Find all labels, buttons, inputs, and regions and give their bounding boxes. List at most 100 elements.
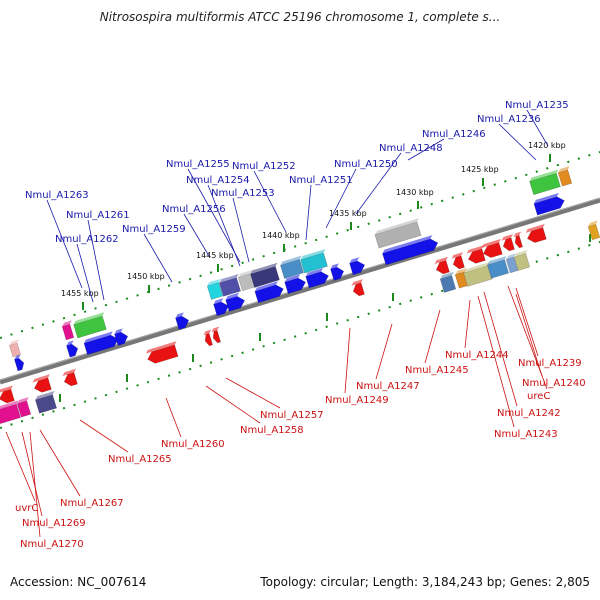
- gene-glyph: [486, 255, 510, 279]
- reverse-leader-line: [464, 299, 471, 349]
- forward-gene-label[interactable]: Nmul_A1263: [25, 190, 89, 201]
- gene-glyph: [211, 326, 221, 344]
- chromosome-backbone: [0, 197, 600, 385]
- forward-gene-label[interactable]: Nmul_A1262: [55, 234, 119, 245]
- reverse-leader-line: [165, 397, 182, 438]
- gene-glyph: [374, 218, 422, 249]
- gene-glyph: [349, 257, 366, 276]
- gene-glyph: [62, 368, 78, 387]
- gene-glyph: [533, 192, 565, 216]
- gene-glyph: [557, 166, 573, 187]
- forward-leader-line: [325, 168, 357, 229]
- forward-gene-label[interactable]: Nmul_A1254: [186, 175, 250, 186]
- reverse-gene-label[interactable]: Nmul_A1258: [240, 425, 304, 436]
- gene-glyph: [300, 249, 328, 274]
- forward-leader-line: [187, 168, 241, 263]
- reverse-leader-line: [79, 419, 129, 453]
- gene-glyph: [439, 271, 457, 293]
- forward-leader-line: [305, 184, 312, 241]
- gene-glyph: [451, 252, 465, 270]
- gene-glyph: [382, 235, 439, 266]
- forward-gene-label[interactable]: Nmul_A1235: [505, 100, 569, 111]
- reverse-gene-label[interactable]: Nmul_A1257: [260, 410, 324, 421]
- kbp-tick-label: 1430 kbp: [396, 188, 434, 197]
- gene-glyph: [250, 262, 280, 288]
- kbp-tick-label: 1425 kbp: [461, 165, 499, 174]
- reverse-gene-label[interactable]: Nmul_A1242: [497, 408, 561, 419]
- reverse-gene-label[interactable]: Nmul_A1249: [325, 395, 389, 406]
- forward-gene-label[interactable]: Nmul_A1251: [289, 175, 353, 186]
- gene-glyph: [254, 281, 284, 304]
- gene-glyph: [32, 374, 52, 393]
- reverse-gene-label[interactable]: Nmul_A1239: [518, 358, 582, 369]
- forward-leader-line: [407, 138, 445, 161]
- reverse-leader-line: [477, 295, 515, 428]
- forward-leader-line: [183, 213, 210, 257]
- reverse-gene-label[interactable]: Nmul_A1247: [356, 381, 420, 392]
- gene-glyph: [463, 261, 493, 287]
- reverse-leader-line: [507, 285, 548, 390]
- forward-leader-line: [87, 219, 105, 301]
- reverse-leader-line: [375, 323, 393, 380]
- forward-leader-line: [526, 109, 549, 147]
- kbp-tick-label: 1420 kbp: [528, 141, 566, 150]
- forward-gene-label[interactable]: Nmul_A1259: [122, 224, 186, 235]
- gene-glyph: [175, 312, 190, 330]
- kbp-tick-label: 1440 kbp: [262, 231, 300, 240]
- gene-glyphs: [0, 166, 600, 425]
- reverse-leader-line: [205, 385, 261, 424]
- forward-leader-line: [207, 184, 241, 267]
- kbp-tick-label: 1455 kbp: [61, 289, 99, 298]
- topology-text: Topology: circular; Length: 3,184,243 bp…: [260, 575, 590, 589]
- forward-leader-line: [76, 243, 94, 303]
- reverse-gene-label[interactable]: ureC: [527, 391, 550, 402]
- map-title: Nitrosospira multiformis ATCC 25196 chro…: [99, 10, 501, 24]
- gene-glyph: [14, 354, 25, 372]
- reverse-leader-line: [515, 287, 539, 357]
- reverse-leader-line: [225, 377, 281, 409]
- reverse-gene-label[interactable]: Nmul_A1269: [22, 518, 86, 529]
- reverse-gene-label[interactable]: Nmul_A1243: [494, 429, 558, 440]
- forward-gene-label[interactable]: Nmul_A1250: [334, 159, 398, 170]
- reverse-gene-label[interactable]: Nmul_A1244: [445, 350, 509, 361]
- gene-glyph: [505, 253, 519, 274]
- gene-glyph: [284, 274, 306, 295]
- gene-glyph: [305, 268, 329, 289]
- gene-glyph: [34, 390, 58, 414]
- gene-glyph: [513, 249, 531, 271]
- accession-text: Accession: NC_007614: [10, 575, 147, 589]
- reverse-gene-label[interactable]: Nmul_A1260: [161, 439, 225, 450]
- forward-leader-line: [143, 233, 173, 283]
- gene-labels: Nmul_A1235 Nmul_A1236 Nmul_A1246 Nmul_A1248…: [15, 100, 586, 550]
- gene-glyph: [83, 331, 119, 356]
- forward-leader-line: [355, 152, 402, 215]
- gene-glyph: [0, 385, 15, 404]
- ruler-ticks: 1420 kbp 1425 kbp 1430 kbp 1435 kbp 1440 kbp…: [9, 141, 591, 417]
- forward-gene-label[interactable]: Nmul_A1255: [166, 159, 230, 170]
- gene-glyph: [61, 320, 75, 341]
- forward-gene-label[interactable]: Nmul_A1253: [211, 188, 275, 199]
- reverse-gene-label[interactable]: Nmul_A1240: [522, 378, 586, 389]
- reverse-gene-label[interactable]: Nmul_A1267: [60, 498, 124, 509]
- gene-glyph: [213, 298, 230, 317]
- gene-glyph: [481, 238, 503, 258]
- reverse-gene-label[interactable]: Nmul_A1245: [405, 365, 469, 376]
- kbp-tick-label: 1445 kbp: [196, 251, 234, 260]
- forward-gene-label[interactable]: Nmul_A1248: [379, 143, 443, 154]
- gene-glyph: [0, 400, 21, 425]
- gene-glyph: [73, 312, 107, 339]
- reverse-leader-line: [515, 293, 543, 377]
- forward-gene-label[interactable]: Nmul_A1236: [477, 114, 541, 125]
- forward-gene-label[interactable]: Nmul_A1252: [232, 161, 296, 172]
- reverse-gene-label[interactable]: Nmul_A1270: [20, 539, 84, 550]
- reverse-gene-label[interactable]: uvrC: [15, 503, 38, 514]
- forward-leader-line: [498, 123, 537, 161]
- forward-gene-label[interactable]: Nmul_A1246: [422, 129, 486, 140]
- forward-gene-label[interactable]: Nmul_A1256: [162, 204, 226, 215]
- reverse-leader-line: [21, 431, 43, 517]
- forward-gene-label[interactable]: Nmul_A1261: [66, 210, 130, 221]
- gene-glyph: [114, 328, 129, 346]
- reverse-gene-label[interactable]: Nmul_A1265: [108, 454, 172, 465]
- gene-glyph: [66, 340, 79, 358]
